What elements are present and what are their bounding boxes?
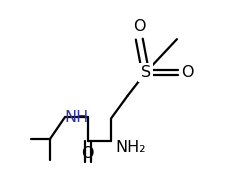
Text: S: S	[140, 65, 150, 80]
Text: O: O	[133, 19, 145, 34]
Text: O: O	[81, 146, 94, 161]
Text: NH: NH	[64, 110, 88, 125]
Text: NH₂: NH₂	[115, 140, 146, 155]
Text: O: O	[180, 65, 192, 80]
